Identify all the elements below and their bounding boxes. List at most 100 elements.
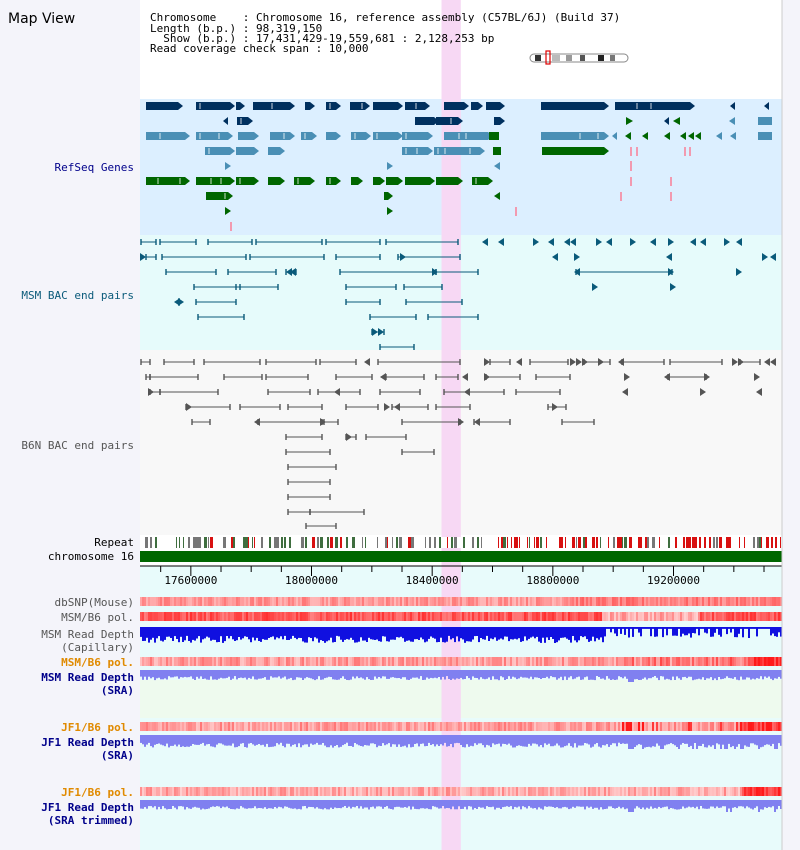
track-label-msm-depth-sra[interactable]: MSM Read Depth	[41, 671, 134, 684]
b6n-bac-end-marker	[484, 358, 490, 366]
msm-b6-pol-sra-heat	[402, 657, 404, 666]
repeat-element	[692, 537, 695, 548]
jf1-depth-trimmed-bar	[146, 800, 148, 809]
jf1-b6-pol-trimmed-heat	[300, 787, 302, 796]
msm-depth-capillary-bar	[486, 627, 488, 636]
msm-b6-pol-heat	[248, 612, 250, 621]
jf1-depth-trimmed-bar	[252, 800, 254, 809]
jf1-b6-pol-trimmed-heat	[494, 787, 496, 796]
dbsnp-heat	[600, 597, 602, 606]
jf1-depth-trimmed-bar	[312, 800, 314, 808]
jf1-depth-trimmed-bar	[484, 800, 486, 809]
jf1-depth-sra-bar	[152, 735, 154, 748]
jf1-depth-trimmed-bar	[310, 800, 312, 807]
msm-b6-pol-heat	[272, 612, 274, 621]
jf1-b6-pol-heat	[574, 722, 576, 731]
msm-b6-pol-sra-heat	[210, 657, 212, 666]
msm-b6-pol-heat	[528, 612, 530, 621]
dbsnp-heat	[742, 597, 744, 606]
msm-depth-capillary-bar	[420, 627, 422, 638]
jf1-b6-pol-trimmed-heat	[624, 787, 626, 796]
jf1-depth-trimmed-bar	[186, 800, 188, 808]
gene-noncoding	[620, 192, 622, 201]
axis-tick-label: 19200000	[647, 574, 700, 587]
msm-b6-pol-heat	[458, 612, 460, 621]
jf1-b6-pol-trimmed-heat	[362, 787, 364, 796]
jf1-depth-sra-bar	[306, 735, 308, 745]
msm-depth-sra-bar	[580, 670, 582, 680]
repeat-element	[498, 537, 499, 548]
jf1-b6-pol-heat	[320, 722, 322, 731]
msm-b6-pol-heat	[410, 612, 412, 621]
jf1-depth-trimmed-bar	[536, 800, 538, 810]
track-label-jf1-depth-trimmed[interactable]: JF1 Read Depth	[41, 801, 134, 814]
dbsnp-heat	[464, 597, 466, 606]
jf1-b6-pol-trimmed-heat	[568, 787, 570, 796]
track-label-jf1-b6-pol[interactable]: JF1/B6 pol.	[61, 721, 134, 734]
jf1-depth-sra-bar	[274, 735, 276, 747]
dbsnp-heat	[582, 597, 584, 606]
repeat-element	[534, 537, 535, 548]
gene-strand-arrow	[358, 177, 363, 185]
msm-depth-sra-bar	[772, 670, 774, 681]
track-label-msm-bac[interactable]: MSM BAC end pairs	[21, 289, 134, 302]
repeat-element	[516, 537, 518, 548]
dbsnp-heat	[336, 597, 338, 606]
jf1-b6-pol-trimmed-heat	[536, 787, 538, 796]
repeat-element	[753, 537, 755, 548]
track-label-chromosome[interactable]: chromosome 16	[48, 550, 134, 563]
repeat-element	[281, 537, 283, 548]
jf1-depth-sra-bar	[304, 735, 306, 745]
track-label-msm-b6-pol[interactable]: MSM/B6 pol.	[61, 611, 134, 624]
jf1-depth-trimmed-bar	[656, 800, 658, 809]
msm-b6-pol-heat	[454, 612, 456, 621]
jf1-b6-pol-trimmed-heat	[282, 787, 284, 796]
jf1-b6-pol-heat	[664, 722, 666, 731]
track-label-msm-depth-capillary[interactable]: MSM Read Depth	[41, 628, 134, 641]
jf1-b6-pol-heat	[526, 722, 528, 731]
msm-b6-pol-sra-heat	[490, 657, 492, 666]
msm-depth-sra-bar	[674, 670, 676, 680]
jf1-b6-pol-heat	[746, 722, 748, 731]
msm-depth-sra-bar	[204, 670, 206, 679]
msm-b6-pol-heat	[142, 612, 144, 621]
jf1-depth-sra-bar	[568, 735, 570, 744]
msm-depth-capillary-bar	[232, 627, 234, 640]
msm-depth-sra-bar	[310, 670, 312, 679]
track-label-jf1-depth-sra[interactable]: JF1 Read Depth	[41, 736, 134, 749]
track-label-jf1-b6-pol-trimmed[interactable]: JF1/B6 pol.	[61, 786, 134, 799]
track-label-repeat[interactable]: Repeat	[94, 536, 134, 549]
dbsnp-heat	[206, 597, 208, 606]
jf1-b6-pol-heat	[632, 722, 634, 731]
jf1-b6-pol-trimmed-heat	[608, 787, 610, 796]
repeat-element	[771, 537, 773, 548]
msm-b6-pol-sra-heat	[546, 657, 548, 666]
jf1-b6-pol-heat	[304, 722, 306, 731]
msm-b6-pol-sra-heat	[200, 657, 202, 666]
msm-depth-capillary-bar	[564, 627, 566, 638]
dbsnp-heat	[244, 597, 246, 606]
msm-b6-pol-heat	[498, 612, 500, 621]
chromosome-ideogram[interactable]	[529, 50, 629, 65]
track-label-refseq[interactable]: RefSeq Genes	[55, 161, 134, 174]
msm-depth-capillary-bar	[412, 627, 414, 642]
b6n-bac-end-marker	[320, 418, 326, 426]
msm-depth-sra-bar	[656, 670, 658, 678]
jf1-b6-pol-trimmed-heat	[666, 787, 668, 796]
msm-b6-pol-heat	[358, 612, 360, 621]
dbsnp-heat	[416, 597, 418, 606]
msm-b6-pol-sra-heat	[522, 657, 524, 666]
jf1-depth-sra-bar	[424, 735, 426, 747]
jf1-b6-pol-heat	[772, 722, 774, 731]
msm-depth-capillary-bar	[678, 627, 680, 629]
dbsnp-heat	[544, 597, 546, 606]
jf1-b6-pol-trimmed-heat	[268, 787, 270, 796]
gene-strand-arrow	[312, 132, 317, 140]
track-label-msm-b6-pol-sra[interactable]: MSM/B6 pol.	[61, 656, 134, 669]
jf1-b6-pol-heat	[160, 722, 162, 731]
track-label-dbsnp[interactable]: dbSNP(Mouse)	[55, 596, 134, 609]
msm-b6-pol-sra-heat	[392, 657, 394, 666]
jf1-depth-trimmed-bar	[358, 800, 360, 809]
msm-b6-pol-heat	[482, 612, 484, 621]
track-label-b6n-bac[interactable]: B6N BAC end pairs	[21, 439, 134, 452]
